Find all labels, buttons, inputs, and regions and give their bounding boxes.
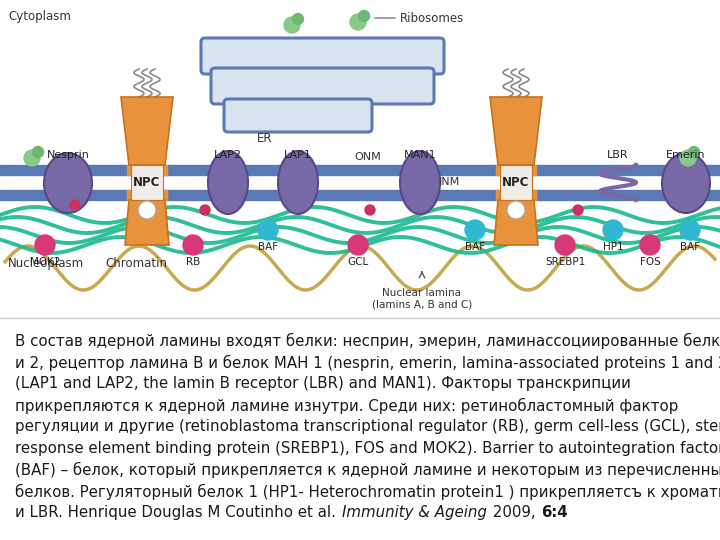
Text: FOS: FOS: [639, 257, 660, 267]
Text: RB: RB: [186, 257, 200, 267]
Text: Nuclear lamina
(lamins A, B and C): Nuclear lamina (lamins A, B and C): [372, 288, 472, 309]
Polygon shape: [494, 200, 538, 245]
Circle shape: [183, 235, 203, 255]
Ellipse shape: [208, 151, 248, 214]
Text: и LBR. Henrique Douglas M Coutinho et al.: и LBR. Henrique Douglas M Coutinho et al…: [15, 505, 341, 520]
Text: NPC: NPC: [503, 176, 530, 188]
Text: Chromatin: Chromatin: [105, 257, 167, 270]
Ellipse shape: [400, 151, 440, 214]
Circle shape: [507, 201, 525, 219]
Text: BAF: BAF: [258, 242, 278, 252]
Circle shape: [138, 201, 156, 219]
FancyBboxPatch shape: [201, 38, 444, 74]
Text: SREBP1: SREBP1: [545, 257, 585, 267]
Text: LAP2: LAP2: [214, 150, 242, 160]
FancyBboxPatch shape: [224, 99, 372, 132]
FancyBboxPatch shape: [211, 68, 434, 104]
Text: GCL: GCL: [347, 257, 369, 267]
Text: Nucleoplasm: Nucleoplasm: [8, 257, 84, 270]
Circle shape: [603, 220, 623, 240]
Text: LBR: LBR: [607, 150, 629, 160]
Circle shape: [70, 200, 80, 210]
Text: (BAF) – белок, который прикрепляется к ядерной ламине и некоторым из перечисленн: (BAF) – белок, который прикрепляется к я…: [15, 462, 720, 478]
Text: прикрепляются к ядерной ламине изнутри. Среди них: ретинобластомный фактор: прикрепляются к ядерной ламине изнутри. …: [15, 397, 678, 414]
Text: Immunity & Ageing: Immunity & Ageing: [341, 505, 487, 520]
Circle shape: [640, 235, 660, 255]
Ellipse shape: [278, 151, 318, 214]
Text: Cytoplasm: Cytoplasm: [8, 10, 71, 23]
Polygon shape: [490, 97, 542, 165]
Polygon shape: [121, 97, 173, 165]
Text: и 2, рецептор ламина В и белок МАН 1 (nesprin, emerin, lamina-associated protein: и 2, рецептор ламина В и белок МАН 1 (ne…: [15, 354, 720, 370]
Text: BAF: BAF: [680, 242, 700, 252]
Bar: [131, 165, 163, 200]
Circle shape: [680, 150, 696, 166]
Circle shape: [348, 235, 368, 255]
Circle shape: [35, 235, 55, 255]
Text: NPC: NPC: [133, 176, 161, 188]
Text: В состав ядерной ламины входят белки: несприн, эмерин, ламинассоциированные белк: В состав ядерной ламины входят белки: не…: [15, 333, 720, 349]
Ellipse shape: [662, 153, 710, 213]
Circle shape: [688, 146, 700, 158]
Circle shape: [350, 14, 366, 30]
Text: INM: INM: [439, 177, 461, 187]
Text: HP1: HP1: [603, 242, 624, 252]
Polygon shape: [125, 200, 169, 245]
Circle shape: [680, 220, 700, 240]
Circle shape: [32, 146, 43, 158]
Circle shape: [284, 17, 300, 33]
Bar: [500, 165, 532, 200]
Text: BAF: BAF: [465, 242, 485, 252]
Text: 2009,: 2009,: [487, 505, 540, 520]
Text: response element binding protein (SREBP1), FOS and MOK2). Barrier to autointegra: response element binding protein (SREBP1…: [15, 441, 720, 456]
Text: Ribosomes: Ribosomes: [400, 11, 464, 24]
Text: MOK2: MOK2: [30, 257, 60, 267]
Circle shape: [555, 235, 575, 255]
Text: Nesprin: Nesprin: [47, 150, 89, 160]
Text: регуляции и другие (retinoblastoma transcriptional regulator (RB), germ cell-les: регуляции и другие (retinoblastoma trans…: [15, 419, 720, 434]
Text: ONM: ONM: [355, 152, 382, 162]
Circle shape: [465, 220, 485, 240]
Ellipse shape: [44, 153, 92, 213]
Text: (LAP1 and LAP2, the lamin B receptor (LBR) and MAN1). Факторы транскрипции: (LAP1 and LAP2, the lamin B receptor (LB…: [15, 376, 631, 391]
Text: белков. Регуляторный белок 1 (HP1- Heterochromatin protein1 ) прикрепляетсъ к хр: белков. Регуляторный белок 1 (HP1- Heter…: [15, 483, 720, 500]
Circle shape: [573, 205, 583, 215]
Circle shape: [359, 10, 369, 22]
Circle shape: [200, 205, 210, 215]
Circle shape: [365, 205, 375, 215]
Text: LAP1: LAP1: [284, 150, 312, 160]
Circle shape: [24, 150, 40, 166]
Circle shape: [258, 220, 278, 240]
Text: ER: ER: [257, 132, 273, 145]
Text: 6:4: 6:4: [541, 505, 567, 520]
Text: Emerin: Emerin: [666, 150, 706, 160]
Circle shape: [292, 14, 304, 24]
Text: MAN1: MAN1: [404, 150, 436, 160]
